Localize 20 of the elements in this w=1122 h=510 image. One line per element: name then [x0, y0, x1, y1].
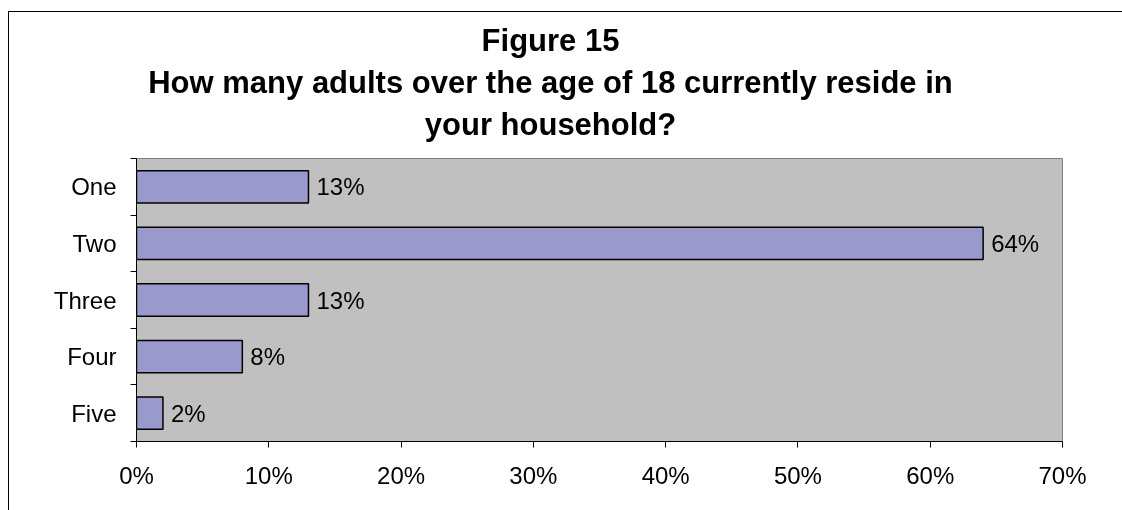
y-tick-label: Three — [53, 286, 117, 314]
x-tick-label: 40% — [641, 461, 690, 489]
y-tick-label: Two — [72, 229, 117, 257]
chart-subtitle: How many adults over the age of 18 currently reside in your household? — [147, 64, 954, 144]
x-tick-label: 60% — [906, 461, 955, 489]
y-tick-label: Five — [71, 399, 117, 427]
y-tick-label: One — [71, 173, 117, 201]
data-label: 8% — [250, 343, 286, 371]
data-label: 64% — [991, 229, 1040, 257]
data-label: 2% — [170, 399, 206, 427]
data-label: 13% — [316, 286, 365, 314]
x-tick-label: 30% — [509, 461, 558, 489]
x-tick-label: 10% — [244, 461, 293, 489]
x-tick-label: 50% — [773, 461, 822, 489]
x-tick-label: 20% — [377, 461, 426, 489]
x-tick-label: 0% — [119, 461, 154, 489]
chart-title: Figure 15 — [480, 22, 621, 60]
x-tick-label: 70% — [1038, 461, 1087, 489]
y-tick-label: Four — [67, 343, 117, 371]
data-label: 13% — [316, 173, 365, 201]
